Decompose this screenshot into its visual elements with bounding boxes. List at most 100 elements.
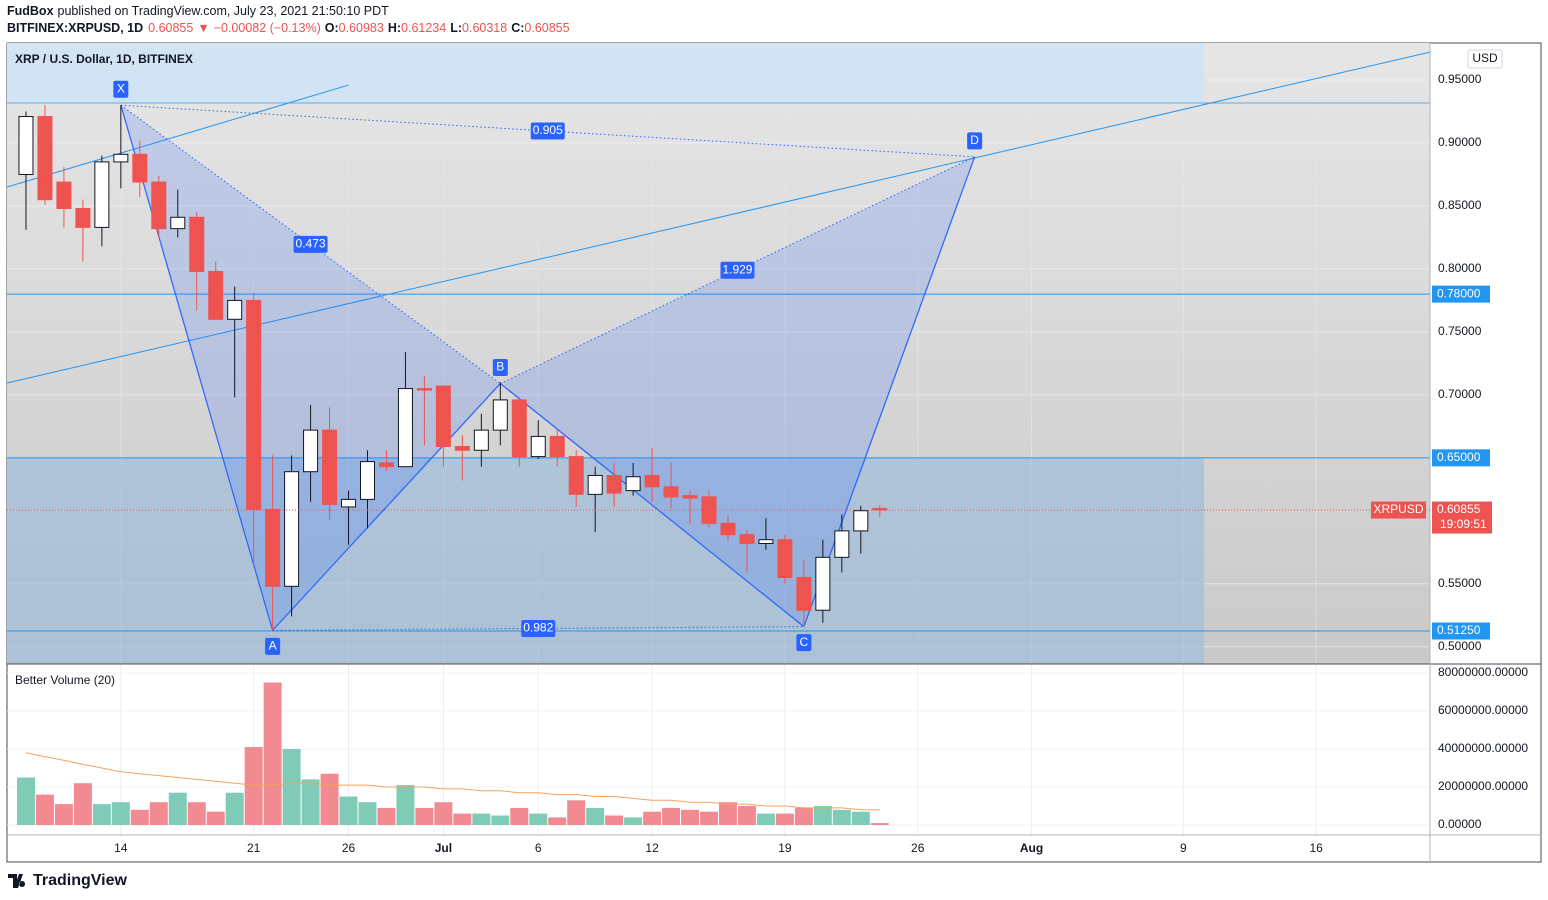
volume-bar <box>206 811 225 825</box>
pattern-point-box <box>113 80 129 98</box>
x-tick-label: 12 <box>645 841 659 855</box>
volume-bar <box>282 749 301 825</box>
volume-bar <box>358 802 377 825</box>
volume-bar <box>111 802 130 825</box>
countdown: 19:09:51 <box>1440 517 1487 531</box>
pattern-ratio-line <box>272 626 804 631</box>
candle-body <box>208 270 224 320</box>
x-tick-label: 26 <box>342 841 356 855</box>
candle-body <box>511 399 527 458</box>
volume-bar <box>643 811 662 825</box>
x-tick-label: 9 <box>1180 841 1187 855</box>
volume-bar <box>149 802 168 825</box>
symbol-tag-box <box>1371 501 1426 519</box>
volume-bar <box>775 813 794 825</box>
volume-bar <box>567 800 586 825</box>
close-label: C: <box>511 21 524 35</box>
pattern-point-label: B <box>496 360 504 374</box>
publisher: FudBox <box>7 4 54 18</box>
pattern-leg <box>120 105 274 631</box>
volume-bar <box>225 792 244 825</box>
x-tick-label: 26 <box>911 841 925 855</box>
pattern-ratio-line <box>120 104 501 384</box>
volume-bar <box>263 682 282 825</box>
level-label: 0.78000 <box>1437 286 1481 300</box>
candle-body <box>132 153 148 183</box>
volume-bar <box>737 806 756 825</box>
candle-body <box>682 495 698 499</box>
volume-bar <box>700 811 718 825</box>
close-value: 0.60855 <box>524 21 569 35</box>
volume-title: Better Volume (20) <box>15 673 115 687</box>
high-label: H: <box>388 21 401 35</box>
pattern-point-box <box>796 634 812 652</box>
pattern-point-label: D <box>970 133 979 147</box>
published: published on TradingView.com, July 23, 2… <box>58 4 390 18</box>
volume-bar <box>16 777 35 825</box>
volume-tick-label: 80000000.00000 <box>1438 665 1528 679</box>
candle-body <box>815 556 831 611</box>
candle-body <box>530 435 546 458</box>
candle-body <box>435 385 451 448</box>
candle-body <box>75 207 91 228</box>
candle-body <box>834 530 850 558</box>
pattern-point-label: C <box>800 635 809 649</box>
candle-body <box>739 534 755 544</box>
level-label-box <box>1432 622 1490 640</box>
pattern-ratio-line <box>120 104 975 158</box>
pattern-point-label: A <box>269 639 277 653</box>
volume-ma <box>25 752 880 811</box>
volume-pane <box>16 682 889 825</box>
candle-body <box>606 474 622 494</box>
y-tick-label: 0.55000 <box>1438 576 1482 590</box>
candle-body <box>587 474 603 495</box>
volume-bar <box>529 813 548 825</box>
volume-tick-label: 0.00000 <box>1438 817 1482 831</box>
volume-bar <box>719 802 737 825</box>
zone-bottom <box>7 458 1204 664</box>
volume-bar <box>92 804 111 825</box>
volume-bar <box>832 809 851 825</box>
volume-bar <box>472 813 491 825</box>
volume-bar <box>605 815 624 825</box>
level-label-box <box>1432 285 1490 303</box>
candle-body <box>625 476 641 492</box>
candle-body <box>568 456 584 495</box>
volume-bar <box>301 779 320 825</box>
x-tick-label: 6 <box>535 841 542 855</box>
candle-body <box>454 446 470 451</box>
volume-bar <box>54 804 73 825</box>
candle-body <box>303 429 319 473</box>
volume-bar <box>244 747 263 825</box>
candle-body <box>151 181 167 230</box>
x-tick-label: 21 <box>247 841 261 855</box>
volume-bar <box>339 796 358 825</box>
volume-bar <box>396 785 415 825</box>
last-price: 0.60855 <box>148 21 193 35</box>
candle-body <box>322 429 338 505</box>
volume-bar <box>35 794 54 825</box>
candle-body <box>359 461 375 500</box>
price-pane: 0.905 0.473 1.929 0.982 <box>7 51 1430 637</box>
pattern-point-label: X <box>117 81 125 95</box>
y-tick-label: 0.70000 <box>1438 387 1482 401</box>
pattern-point-box <box>492 359 508 377</box>
candle-body <box>189 216 205 272</box>
x-tick-label: Aug <box>1020 841 1043 855</box>
volume-bar <box>756 813 775 825</box>
pane-title: XRP / U.S. Dollar, 1D, BITFINEX <box>15 52 193 66</box>
volume-bar <box>320 773 339 825</box>
candle-body <box>37 116 53 201</box>
ratio-label: 0.473 <box>296 237 326 251</box>
low-value: 0.60318 <box>462 21 507 35</box>
candle-body <box>644 474 660 488</box>
ratio-label: 1.929 <box>722 262 752 276</box>
y-tick-label: 0.50000 <box>1438 639 1482 653</box>
candle-body <box>94 161 110 228</box>
volume-bar <box>130 809 149 825</box>
y-tick-label: 0.90000 <box>1438 135 1482 149</box>
candle-body <box>473 429 489 451</box>
volume-bar <box>168 792 187 825</box>
volume-bar <box>73 783 92 825</box>
